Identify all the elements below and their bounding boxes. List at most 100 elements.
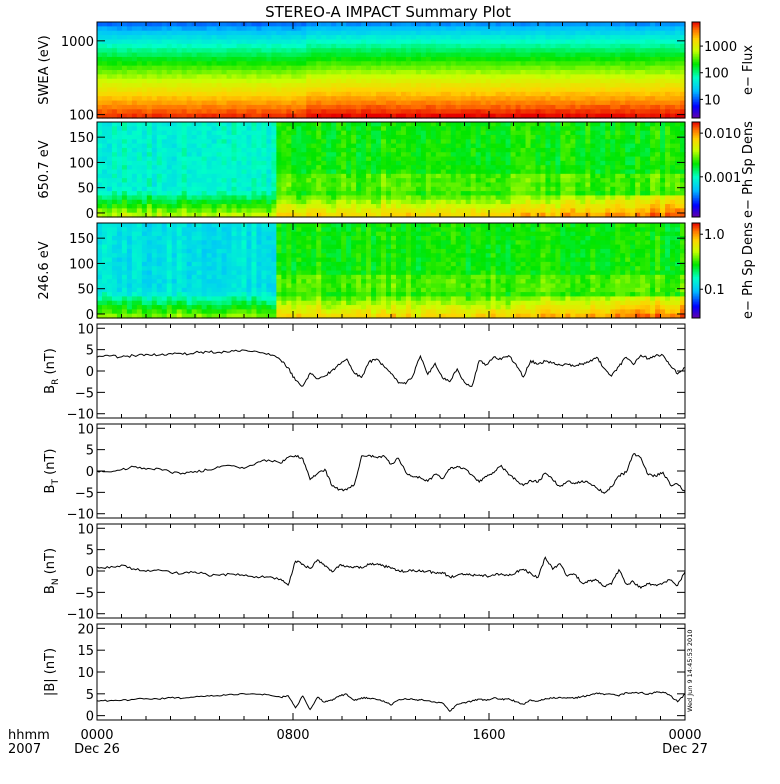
swea-heatmap-cell (261, 70, 268, 75)
pad650-heatmap-cell (246, 186, 253, 192)
pad650-heatmap-cell (610, 122, 616, 127)
swea-heatmap-cell (136, 48, 143, 54)
pad650-heatmap-cell (101, 165, 108, 171)
pad650-heatmap-cell (211, 186, 218, 192)
pad650-heatmap-cell (206, 204, 213, 209)
swea-heatmap-cell (480, 39, 487, 45)
pad650-heatmap-cell (630, 169, 636, 175)
swea-heatmap-cell (191, 35, 198, 41)
pad650-heatmap-cell (381, 212, 387, 218)
pad650-heatmap-cell (126, 204, 133, 209)
swea-heatmap-cell (306, 65, 312, 71)
pad650-heatmap-cell (361, 191, 367, 197)
swea-heatmap-cell (505, 74, 512, 80)
pad650-heatmap-cell (450, 122, 457, 127)
swea-heatmap-cell (266, 109, 272, 115)
swea-heatmap-cell (136, 109, 143, 115)
swea-heatmap-cell (371, 43, 377, 49)
swea-heatmap-cell (450, 70, 457, 75)
pad650-heatmap-cell (181, 212, 188, 218)
swea-heatmap-cell (400, 87, 407, 93)
pad650-heatmap-cell (291, 204, 297, 209)
pad650-heatmap-cell (590, 160, 596, 166)
pad650-heatmap-cell (440, 204, 447, 209)
swea-heatmap-cell (376, 65, 382, 71)
swea-heatmap-cell (271, 48, 277, 54)
swea-heatmap-cell (535, 70, 542, 75)
pad650-heatmap-cell (226, 139, 233, 145)
swea-heatmap-cell (231, 74, 238, 80)
swea-heatmap-cell (545, 22, 552, 27)
pad650-heatmap-cell (291, 143, 297, 149)
pad650-heatmap-cell (356, 208, 362, 214)
swea-heatmap-cell (570, 39, 576, 45)
swea-heatmap-cell (510, 78, 517, 84)
pad650-heatmap-cell (495, 130, 502, 136)
swea-heatmap-cell (590, 52, 596, 58)
swea-heatmap-cell (475, 65, 482, 71)
swea-heatmap-cell (346, 78, 352, 84)
pad650-heatmap-cell (435, 152, 442, 158)
swea-heatmap-cell (590, 109, 596, 115)
swea-heatmap-cell (136, 87, 143, 93)
swea-heatmap-cell (485, 35, 492, 41)
swea-heatmap-cell (306, 39, 312, 45)
swea-heatmap-cell (241, 61, 248, 67)
swea-heatmap-cell (660, 91, 666, 97)
pad650-heatmap-cell (166, 147, 173, 153)
swea-heatmap-cell (97, 109, 103, 115)
pad650-heatmap-cell (495, 212, 502, 218)
pad650-heatmap-cell (470, 122, 477, 127)
swea-heatmap-cell (400, 35, 407, 41)
swea-heatmap-cell (226, 70, 233, 75)
pad650-heatmap-cell (281, 152, 287, 158)
pad650-heatmap-cell (430, 130, 437, 136)
pad650-heatmap-cell (336, 122, 342, 127)
pad650-heatmap-cell (510, 182, 517, 188)
pad650-heatmap-cell (605, 178, 611, 184)
pad650-heatmap-cell (445, 122, 452, 127)
pad650-heatmap-cell (141, 152, 148, 158)
pad650-heatmap-cell (391, 173, 397, 179)
pad650-heatmap-cell (430, 134, 437, 140)
swea-heatmap-cell (410, 78, 417, 84)
swea-heatmap-cell (445, 78, 452, 84)
swea-heatmap-cell (111, 87, 118, 93)
swea-heatmap-cell (680, 113, 686, 119)
pad650-heatmap-cell (341, 156, 347, 162)
swea-heatmap-cell (605, 35, 611, 41)
pad650-heatmap-cell (410, 126, 417, 132)
pad650-heatmap-cell (131, 122, 138, 127)
swea-heatmap-cell (600, 26, 606, 32)
swea-heatmap-cell (395, 30, 402, 36)
swea-heatmap-cell (560, 100, 566, 106)
swea-heatmap-cell (201, 43, 208, 49)
swea-heatmap-cell (480, 22, 487, 27)
swea-heatmap-cell (615, 91, 621, 97)
swea-heatmap-cell (590, 26, 596, 32)
swea-heatmap-cell (640, 96, 646, 102)
swea-heatmap-cell (256, 61, 263, 67)
pad650-heatmap-cell (470, 178, 477, 184)
pad650-heatmap-cell (505, 134, 512, 140)
swea-heatmap-cell (560, 113, 566, 119)
pad650-heatmap-cell (156, 178, 163, 184)
pad650-heatmap-cell (176, 186, 183, 192)
pad650-heatmap-cell (500, 182, 507, 188)
pad650-heatmap-cell (361, 160, 367, 166)
swea-heatmap-cell (196, 100, 203, 106)
pad650-heatmap-cell (555, 195, 562, 201)
pad650-heatmap-cell (171, 122, 178, 127)
pad650-heatmap-cell (141, 143, 148, 149)
pad650-heatmap-cell (366, 208, 372, 214)
pad650-heatmap-cell (475, 191, 482, 197)
swea-heatmap-cell (221, 113, 228, 119)
pad650-heatmap-cell (415, 130, 422, 136)
swea-heatmap-cell (161, 100, 168, 106)
swea-heatmap-cell (156, 65, 163, 71)
pad650-heatmap-cell (420, 139, 427, 145)
swea-heatmap-cell (450, 87, 457, 93)
swea-heatmap-cell (151, 39, 158, 45)
pad650-heatmap-cell (440, 186, 447, 192)
swea-heatmap-cell (351, 78, 357, 84)
